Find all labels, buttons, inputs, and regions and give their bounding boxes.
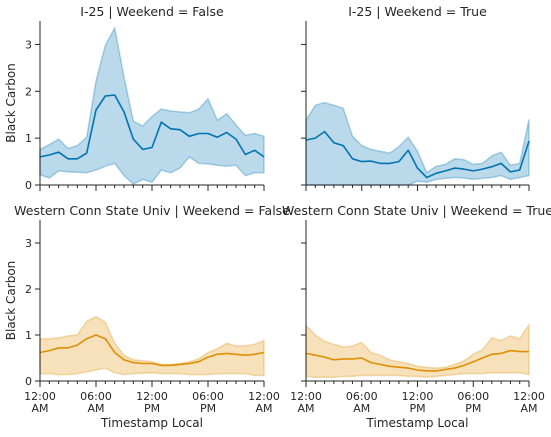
y-tick-label: 3	[25, 38, 32, 51]
x-tick-label: 06:00 AM	[80, 390, 112, 415]
mean-line	[305, 349, 529, 372]
x-tick-label: 12:00 AM	[513, 390, 545, 415]
panel-title: Western Conn State Univ | Weekend = Fals…	[14, 203, 290, 218]
x-tick-label: 12:00 AM	[290, 390, 322, 415]
x-tick-label-line: 06:00	[346, 390, 378, 403]
x-tick-label: 06:00 AM	[346, 390, 378, 415]
x-tick-label-line: AM	[297, 402, 314, 415]
x-tick-label-line: 12:00	[513, 390, 545, 403]
confidence-band	[39, 25, 265, 186]
x-tick-label-line: PM	[465, 402, 481, 415]
x-tick-label-line: 12:00	[24, 390, 56, 403]
x-tick-label-line: PM	[144, 402, 160, 415]
x-tick-label-line: AM	[255, 402, 272, 415]
x-tick-label-line: AM	[520, 402, 537, 415]
x-tick-label-line: AM	[31, 402, 48, 415]
y-tick-label: 1	[25, 329, 32, 342]
x-tick-label: 06:00 PM	[192, 390, 224, 415]
x-tick-label-line: 12:00	[136, 390, 168, 403]
x-tick-label-line: 12:00	[290, 390, 322, 403]
y-tick-label: 0	[25, 179, 32, 192]
confidence-band	[39, 315, 265, 377]
confidence-band	[305, 322, 530, 379]
mean-line	[39, 334, 265, 367]
x-tick-label: 06:00 PM	[457, 390, 489, 415]
x-tick-label-line: PM	[200, 402, 216, 415]
x-axis-label: Timestamp Local	[366, 416, 469, 430]
y-axis-label: Black Carbon	[4, 63, 18, 143]
x-tick-label-line: AM	[353, 402, 370, 415]
x-tick-label: 12:00 PM	[402, 390, 434, 415]
y-tick-label: 0	[25, 375, 32, 388]
panel-2: I-25 | Weekend = True	[301, 4, 530, 191]
panel-1: 0 1 2 3 Black Carbon I-25 | Weekend = False	[4, 4, 265, 192]
x-tick-label-line: PM	[409, 402, 425, 415]
mean-line	[39, 94, 265, 160]
x-tick-label-line: 06:00	[457, 390, 489, 403]
x-tick-label-line: 06:00	[80, 390, 112, 403]
panel-title: I-25 | Weekend = False	[80, 4, 224, 19]
y-axis-label: Black Carbon	[4, 261, 18, 341]
panel-title: I-25 | Weekend = True	[348, 4, 487, 19]
y-tick-label: 2	[25, 283, 32, 296]
mean-line	[305, 130, 530, 179]
x-tick-label: 12:00 AM	[24, 390, 56, 415]
y-tick-label: 3	[25, 237, 32, 250]
y-tick-label: 1	[25, 132, 32, 145]
x-tick-label-line: 12:00	[402, 390, 434, 403]
x-tick-label: 12:00 PM	[136, 390, 168, 415]
x-tick-label-line: AM	[87, 402, 104, 415]
x-axis-label: Timestamp Local	[100, 416, 203, 430]
x-tick-label-line: 06:00	[192, 390, 224, 403]
y-tick-label: 2	[25, 85, 32, 98]
panel-title: Western Conn State Univ | Weekend = True	[282, 203, 551, 218]
x-tick-label: 12:00 AM	[248, 390, 280, 415]
x-tick-label-line: 12:00	[248, 390, 280, 403]
